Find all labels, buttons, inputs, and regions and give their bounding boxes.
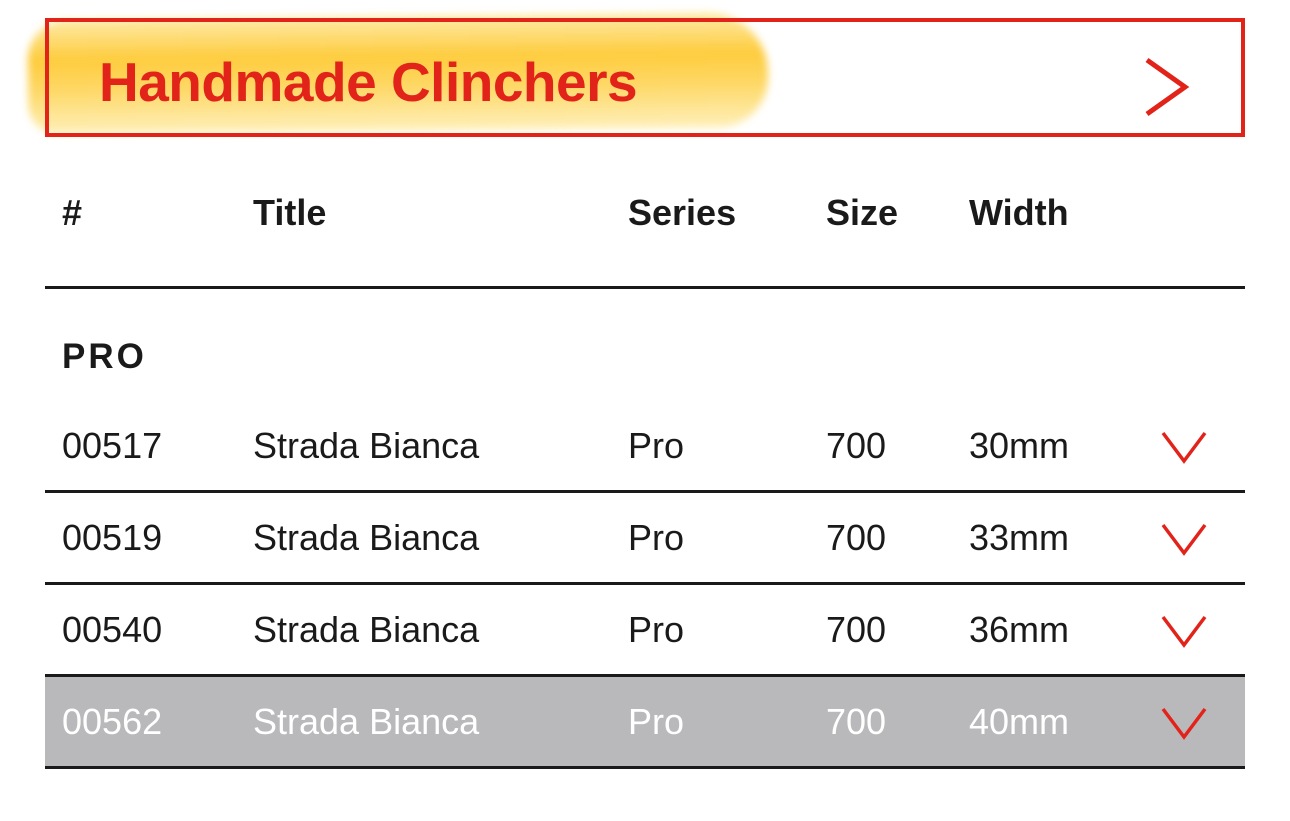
column-header-number: # bbox=[62, 192, 83, 233]
column-header-size: Size bbox=[826, 192, 899, 233]
section-title: Handmade Clinchers bbox=[99, 51, 638, 113]
row-divider bbox=[45, 766, 1245, 769]
table-row[interactable]: 00562 Strada Bianca Pro 700 40mm bbox=[45, 677, 1245, 766]
cell-width: 33mm bbox=[969, 517, 1070, 558]
column-header-series: Series bbox=[628, 192, 737, 233]
table-row[interactable]: 00519 Strada Bianca Pro 700 33mm bbox=[45, 493, 1245, 582]
row-divider bbox=[45, 674, 1245, 677]
row-divider bbox=[45, 490, 1245, 493]
chevron-down-icon[interactable] bbox=[1160, 706, 1208, 740]
header-divider bbox=[45, 286, 1245, 289]
cell-title: Strada Bianca bbox=[253, 425, 480, 466]
row-divider bbox=[45, 582, 1245, 585]
chevron-down-icon[interactable] bbox=[1160, 430, 1208, 464]
section-header-link[interactable]: Handmade Clinchers bbox=[45, 18, 1245, 137]
cell-number: 00519 bbox=[62, 517, 163, 558]
cell-title: Strada Bianca bbox=[253, 701, 480, 742]
cell-series: Pro bbox=[628, 701, 685, 742]
column-header-title: Title bbox=[253, 192, 327, 233]
cell-width: 40mm bbox=[969, 701, 1070, 742]
cell-series: Pro bbox=[628, 609, 685, 650]
group-label: PRO bbox=[62, 337, 147, 376]
cell-series: Pro bbox=[628, 425, 685, 466]
cell-number: 00540 bbox=[62, 609, 163, 650]
table-row[interactable]: 00540 Strada Bianca Pro 700 36mm bbox=[45, 585, 1245, 674]
cell-size: 700 bbox=[826, 609, 887, 650]
cell-number: 00562 bbox=[62, 701, 163, 742]
table-row[interactable]: 00517 Strada Bianca Pro 700 30mm bbox=[45, 401, 1245, 490]
cell-series: Pro bbox=[628, 517, 685, 558]
cell-title: Strada Bianca bbox=[253, 609, 480, 650]
cell-size: 700 bbox=[826, 517, 887, 558]
chevron-down-icon[interactable] bbox=[1160, 614, 1208, 648]
cell-size: 700 bbox=[826, 425, 887, 466]
cell-title: Strada Bianca bbox=[253, 517, 480, 558]
column-header-width: Width bbox=[969, 192, 1069, 233]
cell-number: 00517 bbox=[62, 425, 163, 466]
cell-size: 700 bbox=[826, 701, 887, 742]
chevron-down-icon[interactable] bbox=[1160, 522, 1208, 556]
cell-width: 36mm bbox=[969, 609, 1070, 650]
cell-width: 30mm bbox=[969, 425, 1070, 466]
chevron-right-icon bbox=[1145, 57, 1190, 117]
